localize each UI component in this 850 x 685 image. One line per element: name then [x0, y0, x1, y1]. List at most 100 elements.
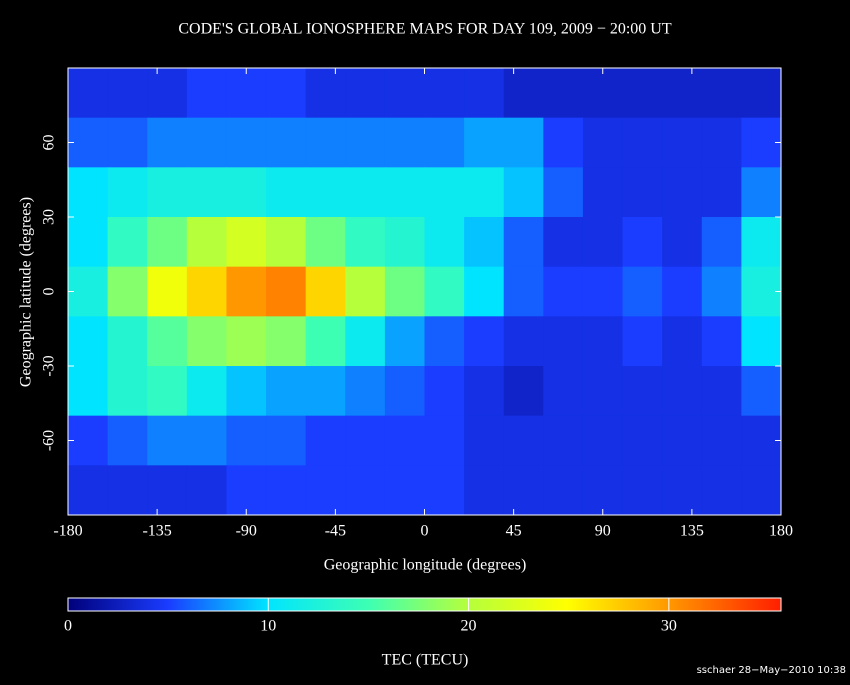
heat-cell	[305, 117, 346, 168]
heat-cell	[186, 266, 227, 317]
heat-cell	[741, 465, 782, 516]
heat-cell	[107, 316, 148, 367]
heat-cell	[701, 266, 742, 317]
heat-cell	[464, 117, 505, 168]
heat-cell	[543, 167, 584, 218]
heat-cell	[503, 266, 544, 317]
x-tick-label: 135	[680, 523, 704, 540]
heat-cell	[186, 316, 227, 367]
heat-cell	[464, 465, 505, 516]
heat-cell	[662, 415, 703, 466]
heat-cell	[384, 68, 425, 119]
x-tick-label: 0	[421, 523, 429, 540]
heat-cell	[147, 465, 188, 516]
heat-cell	[107, 465, 148, 516]
heat-cell	[68, 316, 109, 367]
heat-cell	[701, 465, 742, 516]
heat-cell	[662, 117, 703, 168]
heat-cell	[186, 117, 227, 168]
heat-cell	[107, 167, 148, 218]
heat-cell	[186, 217, 227, 268]
heat-cell	[266, 465, 307, 516]
x-tick-label: -135	[142, 523, 171, 540]
heat-cell	[582, 366, 624, 417]
heat-cell	[266, 217, 307, 268]
heat-cell	[68, 266, 109, 317]
heat-cell	[662, 316, 703, 367]
y-tick-label: -30	[41, 355, 58, 376]
heat-cell	[226, 366, 267, 417]
heat-cell	[107, 366, 148, 417]
heat-cell	[226, 415, 267, 466]
heat-cell	[107, 68, 148, 119]
heat-cell	[68, 465, 109, 516]
heat-cell	[68, 167, 109, 218]
heat-cell	[701, 415, 742, 466]
colorbar-tick-label: 20	[461, 618, 477, 635]
heat-cell	[543, 415, 584, 466]
colorbar	[67, 597, 782, 612]
heat-cell	[464, 415, 505, 466]
heat-cell	[384, 117, 425, 168]
heat-cell	[147, 117, 188, 168]
heat-cell	[582, 465, 624, 516]
heat-cell	[68, 217, 109, 268]
y-tick-label: 60	[41, 135, 58, 151]
heat-cell	[543, 217, 584, 268]
heat-cell	[226, 465, 267, 516]
heat-cell	[147, 366, 188, 417]
heat-cell	[305, 465, 346, 516]
heat-cell	[266, 167, 307, 218]
heat-cell	[464, 316, 505, 367]
heat-cell	[662, 217, 703, 268]
x-axis-label: Geographic longitude (degrees)	[324, 557, 527, 574]
heat-cell	[186, 68, 227, 119]
heat-cell	[305, 366, 346, 417]
heat-cell	[266, 415, 307, 466]
heat-cell	[424, 217, 465, 268]
heat-cell	[701, 68, 742, 119]
heat-cell	[464, 217, 505, 268]
heat-cell	[424, 167, 465, 218]
colorbar-tick-label: 30	[661, 618, 677, 635]
heat-cell	[741, 316, 782, 367]
heat-cell	[345, 415, 386, 466]
heat-cell	[424, 117, 465, 168]
heat-cell	[582, 117, 624, 168]
heat-cell	[384, 366, 425, 417]
heat-cell	[266, 117, 307, 168]
y-tick-label: -60	[41, 430, 58, 451]
heat-cell	[266, 316, 307, 367]
heat-cell	[107, 117, 148, 168]
heat-cell	[543, 366, 584, 417]
x-tick-label: -45	[325, 523, 346, 540]
heat-cell	[701, 217, 742, 268]
heat-cell	[186, 167, 227, 218]
heat-cell	[503, 167, 544, 218]
heat-cell	[345, 217, 386, 268]
heat-cell	[147, 217, 188, 268]
heat-cell	[226, 266, 267, 317]
heat-cell	[107, 266, 148, 317]
heat-cell	[741, 68, 782, 119]
heat-cell	[345, 167, 386, 218]
heat-cell	[622, 316, 663, 367]
heat-cell	[582, 167, 624, 218]
heat-cell	[345, 316, 386, 367]
heat-cell	[503, 68, 544, 119]
heat-cell	[701, 117, 742, 168]
heat-cell	[741, 167, 782, 218]
x-tick-label: -90	[236, 523, 257, 540]
heat-cell	[424, 266, 465, 317]
heat-cell	[622, 465, 663, 516]
heat-cell	[345, 68, 386, 119]
heat-cell	[305, 68, 346, 119]
heat-cell	[424, 68, 465, 119]
heat-cell	[424, 415, 465, 466]
heat-cell	[424, 316, 465, 367]
heat-cell	[701, 167, 742, 218]
heat-cell	[543, 465, 584, 516]
heat-cell	[226, 217, 267, 268]
heat-cell	[147, 415, 188, 466]
heat-cell	[384, 266, 425, 317]
